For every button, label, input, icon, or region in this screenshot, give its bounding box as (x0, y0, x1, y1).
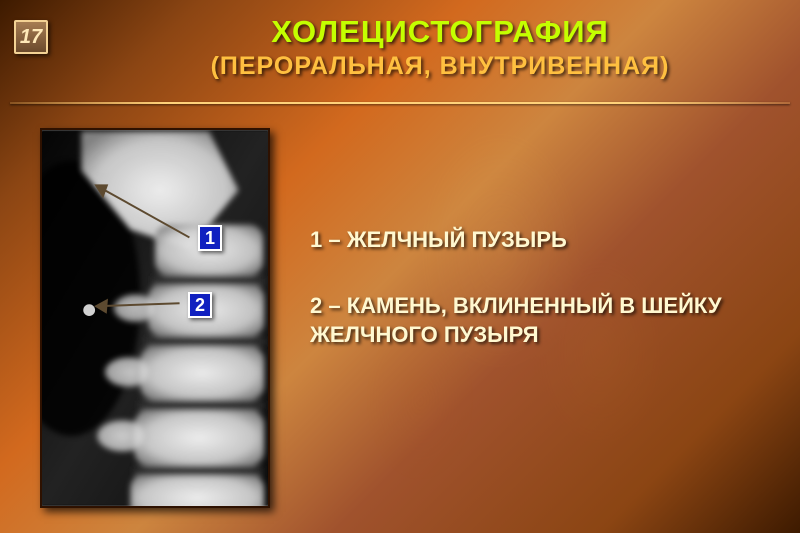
slide-number-text: 17 (20, 26, 42, 49)
legend-item-2: 2 – КАМЕНЬ, ВКЛИНЕННЫЙ В ШЕЙКУ ЖЕЛЧНОГО … (310, 291, 770, 350)
horizontal-rule (10, 102, 790, 104)
legend-block: 1 – ЖЕЛЧНЫЙ ПУЗЫРЬ 2 – КАМЕНЬ, ВКЛИНЕННЫ… (310, 225, 770, 386)
marker-1-label: 1 (205, 228, 215, 249)
xray-image: 1 2 (40, 128, 270, 508)
legend-item-1: 1 – ЖЕЛЧНЫЙ ПУЗЫРЬ (310, 225, 770, 255)
title-subtitle: (ПЕРОРАЛЬНАЯ, ВНУТРИВЕННАЯ) (120, 52, 760, 81)
title-block: ХОЛЕЦИСТОГРАФИЯ (ПЕРОРАЛЬНАЯ, ВНУТРИВЕНН… (120, 14, 760, 81)
marker-2: 2 (188, 292, 212, 318)
xray-svg (42, 130, 268, 506)
marker-1: 1 (198, 225, 222, 251)
slide-number-badge: 17 (14, 20, 48, 54)
title-main: ХОЛЕЦИСТОГРАФИЯ (120, 14, 760, 50)
marker-2-label: 2 (195, 295, 205, 316)
